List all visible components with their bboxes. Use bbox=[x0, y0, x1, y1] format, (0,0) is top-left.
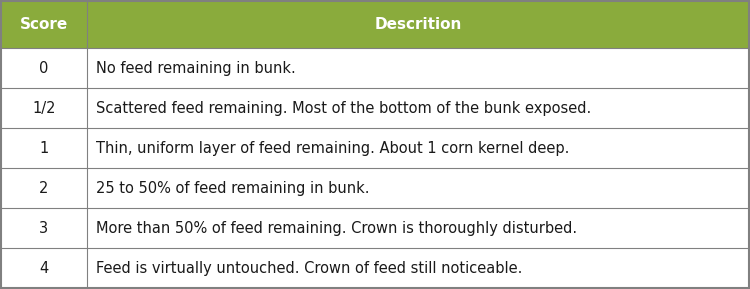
Bar bbox=[1, 168, 749, 208]
Bar bbox=[1, 88, 749, 128]
Text: 1: 1 bbox=[39, 141, 48, 156]
Text: 1/2: 1/2 bbox=[32, 101, 56, 116]
Text: Descrition: Descrition bbox=[374, 17, 462, 32]
Text: 25 to 50% of feed remaining in bunk.: 25 to 50% of feed remaining in bunk. bbox=[96, 181, 369, 196]
Text: 4: 4 bbox=[39, 261, 48, 276]
Bar bbox=[1, 48, 749, 88]
Text: Feed is virtually untouched. Crown of feed still noticeable.: Feed is virtually untouched. Crown of fe… bbox=[96, 261, 522, 276]
Bar bbox=[1, 248, 749, 288]
Text: More than 50% of feed remaining. Crown is thoroughly disturbed.: More than 50% of feed remaining. Crown i… bbox=[96, 221, 577, 236]
Text: No feed remaining in bunk.: No feed remaining in bunk. bbox=[96, 61, 296, 76]
Text: Scattered feed remaining. Most of the bottom of the bunk exposed.: Scattered feed remaining. Most of the bo… bbox=[96, 101, 591, 116]
Bar bbox=[1, 1, 749, 48]
Text: Score: Score bbox=[20, 17, 68, 32]
Text: 3: 3 bbox=[39, 221, 48, 236]
Text: Thin, uniform layer of feed remaining. About 1 corn kernel deep.: Thin, uniform layer of feed remaining. A… bbox=[96, 141, 569, 156]
Bar bbox=[1, 128, 749, 168]
Text: 0: 0 bbox=[39, 61, 49, 76]
Bar bbox=[1, 208, 749, 248]
Text: 2: 2 bbox=[39, 181, 49, 196]
